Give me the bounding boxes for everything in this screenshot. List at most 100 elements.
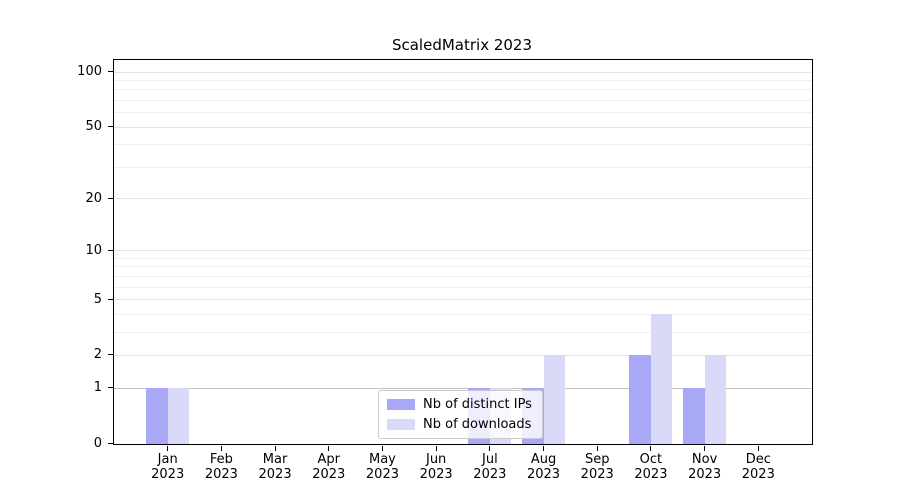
month-label: Apr [317, 452, 341, 467]
year-label: 2023 [258, 467, 292, 482]
gridline-major [114, 299, 812, 301]
chart-title: ScaledMatrix 2023 [391, 36, 533, 54]
x-tick-mark [757, 446, 759, 451]
y-axis-tick-label: 50 [85, 119, 102, 135]
plot-area: Nb of distinct IPs Nb of downloads 0 1 2 5 1… [77, 59, 813, 482]
x-tick-mark [167, 446, 169, 451]
x-axis-tick-label: Feb 2023 [189, 452, 253, 482]
y-axis-tick-label: 5 [93, 291, 102, 307]
month-label: Mar [262, 452, 288, 467]
gridline-major [114, 387, 812, 389]
y-tick-mark [108, 71, 113, 72]
gridline-minor [114, 99, 812, 101]
y-axis-tick-label: 1 [93, 380, 102, 396]
y-tick-mark [108, 443, 113, 444]
y-axis-tick-label: 100 [77, 64, 102, 79]
legend-swatch-downloads [387, 419, 415, 430]
x-tick-mark [274, 446, 276, 451]
x-axis-tick-label: Nov 2023 [673, 452, 737, 482]
year-label: 2023 [741, 467, 775, 482]
month-label: Jan [157, 452, 178, 467]
month-label: Jul [482, 452, 498, 467]
month-label: Jun [425, 452, 447, 467]
x-axis-tick-label: Aug 2023 [512, 452, 576, 482]
month-label: Nov [691, 452, 718, 467]
x-axis-tick-label: Mar 2023 [243, 452, 307, 482]
y-tick-mark [108, 249, 113, 251]
bar-downloads [704, 355, 727, 444]
gridline-minor [114, 166, 812, 168]
month-label: Dec [745, 452, 771, 467]
bar-downloads [543, 355, 566, 444]
bar-distinct-ips [629, 355, 651, 444]
y-tick-mark [108, 197, 113, 199]
x-axis-tick-label: Dec 2023 [726, 452, 790, 482]
x-axis-tick-label: Jul 2023 [458, 452, 522, 482]
gridline-minor [114, 79, 812, 81]
gridline-minor [114, 286, 812, 288]
x-tick-mark [650, 446, 652, 451]
gridline-minor [114, 89, 812, 91]
gridline-minor [114, 112, 812, 114]
x-axis-tick-label: Apr 2023 [297, 452, 361, 482]
year-label: 2023 [365, 467, 399, 482]
x-tick-mark [596, 446, 598, 451]
x-tick-mark [381, 446, 383, 451]
year-label: 2023 [151, 467, 185, 482]
month-label: Feb [209, 452, 233, 467]
year-label: 2023 [688, 467, 722, 482]
y-tick-mark [108, 354, 113, 356]
gridline-major [114, 198, 812, 200]
bar-distinct-ips [683, 388, 705, 444]
bar-downloads [650, 314, 673, 444]
year-label: 2023 [473, 467, 507, 482]
x-axis-tick-label: Sep 2023 [565, 452, 629, 482]
year-label: 2023 [419, 467, 453, 482]
month-label: Sep [584, 452, 610, 467]
year-label: 2023 [580, 467, 614, 482]
x-tick-mark [435, 446, 437, 451]
y-tick-mark [108, 126, 113, 128]
gridline-minor [114, 266, 812, 268]
x-axis-tick-label: Jan 2023 [136, 452, 200, 482]
gridline-minor [114, 144, 812, 146]
year-label: 2023 [526, 467, 561, 482]
year-label: 2023 [204, 467, 238, 482]
legend-entry-downloads: Nb of downloads [387, 417, 532, 432]
x-tick-mark [328, 446, 330, 451]
month-label: May [369, 452, 396, 467]
y-tick-mark [108, 298, 113, 300]
x-axis-tick-label: May 2023 [350, 452, 414, 482]
gridline-major [114, 250, 812, 252]
legend-label-downloads: Nb of downloads [423, 417, 532, 432]
legend-label-distinct-ips: Nb of distinct IPs [423, 397, 532, 412]
gridline-major [114, 354, 812, 356]
x-tick-mark [489, 446, 491, 451]
y-axis-tick-label: 2 [93, 347, 102, 363]
y-axis-tick-label: 10 [85, 242, 102, 258]
gridline-major [114, 71, 812, 73]
gridline-minor [114, 313, 812, 315]
bar-downloads [167, 388, 190, 444]
month-label: Oct [639, 452, 663, 467]
gridline-minor [114, 275, 812, 277]
x-tick-mark [704, 446, 706, 451]
y-axis-tick-label: 20 [85, 190, 102, 206]
year-label: 2023 [634, 467, 668, 482]
legend: Nb of distinct IPs Nb of downloads [378, 390, 543, 439]
x-axis-tick-label: Oct 2023 [619, 452, 683, 482]
year-label: 2023 [312, 467, 346, 482]
month-label: Aug [530, 452, 557, 467]
bar-distinct-ips [146, 388, 168, 444]
gridline-minor [114, 331, 812, 333]
legend-entry-distinct-ips: Nb of distinct IPs [387, 397, 532, 412]
gridline-minor [114, 257, 812, 259]
x-axis-tick-label: Jun 2023 [404, 452, 468, 482]
y-axis-tick-label: 0 [93, 436, 102, 451]
x-tick-mark [220, 446, 222, 451]
legend-swatch-distinct-ips [387, 399, 415, 410]
y-tick-mark [108, 387, 113, 389]
gridline-major [114, 126, 812, 128]
x-tick-mark [543, 446, 545, 451]
